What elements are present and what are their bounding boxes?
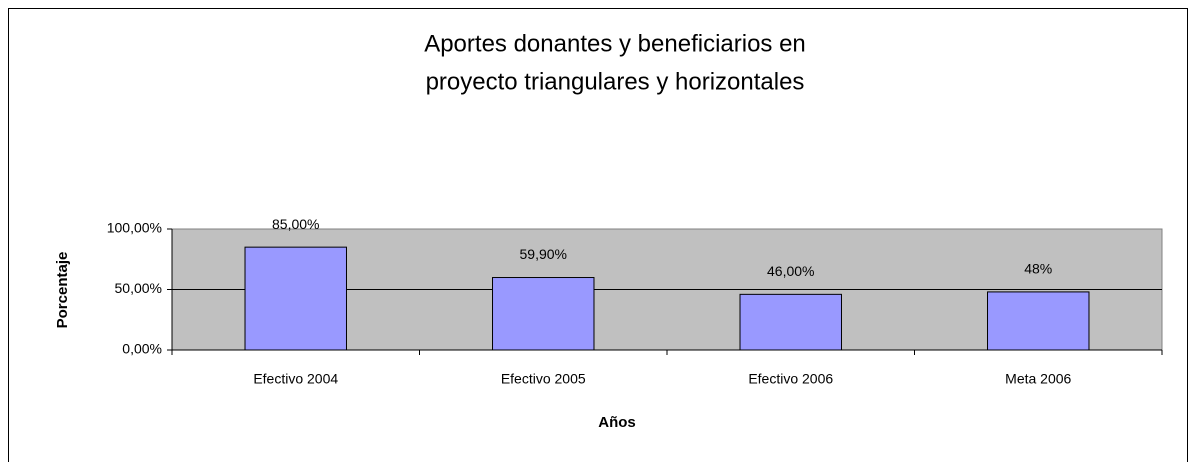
chart-title: Aportes donantes y beneficiarios en xyxy=(424,30,806,57)
x-tick-label: Efectivo 2004 xyxy=(253,371,338,387)
x-tick-label: Meta 2006 xyxy=(1005,371,1071,387)
x-tick-label: Efectivo 2005 xyxy=(501,371,586,387)
data-label: 48% xyxy=(1024,261,1052,277)
bar xyxy=(244,246,347,351)
y-tick-label: 50,00% xyxy=(115,280,162,296)
chart-title: proyecto triangulares y horizontales xyxy=(426,68,805,95)
data-label: 59,90% xyxy=(520,246,567,262)
y-tick-label: 100,00% xyxy=(107,220,162,236)
bar xyxy=(987,291,1090,351)
data-label: 85,00% xyxy=(272,216,319,232)
bar xyxy=(739,293,842,351)
x-tick-label: Efectivo 2006 xyxy=(748,371,833,387)
y-tick-label: 0,00% xyxy=(122,341,162,357)
x-axis-title: Años xyxy=(598,414,636,431)
y-axis-title: Porcentaje xyxy=(54,252,71,329)
bar xyxy=(492,277,595,351)
data-label: 46,00% xyxy=(767,263,814,279)
